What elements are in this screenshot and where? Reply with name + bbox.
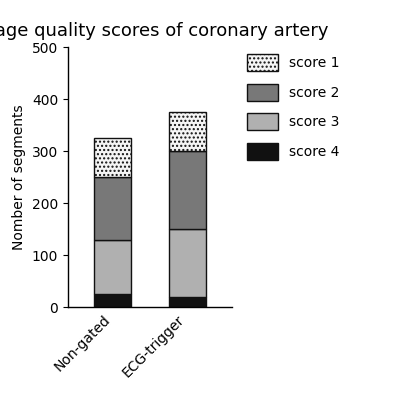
Bar (169, 151, 206, 229)
Bar (169, 229, 206, 297)
Title: Image quality scores of coronary artery: Image quality scores of coronary artery (0, 22, 328, 40)
Bar (94, 240, 131, 294)
Y-axis label: Nomber of segments: Nomber of segments (12, 104, 26, 250)
Bar (94, 138, 131, 177)
Legend: score 1, score 2, score 3, score 4: score 1, score 2, score 3, score 4 (247, 54, 339, 160)
Bar (94, 177, 131, 240)
Bar (169, 112, 206, 151)
Bar (94, 294, 131, 307)
Bar (169, 297, 206, 307)
